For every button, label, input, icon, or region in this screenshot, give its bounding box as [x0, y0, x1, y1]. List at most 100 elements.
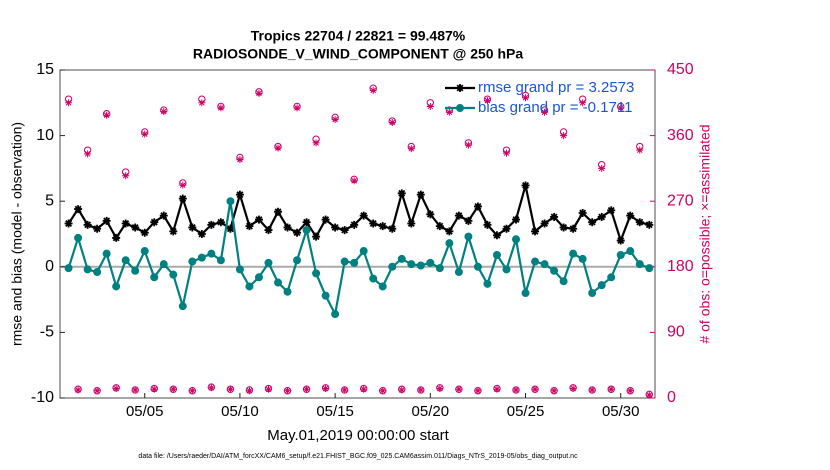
assimilated-marker — [455, 385, 463, 393]
x-tick-label: 05/05 — [126, 403, 164, 420]
assimilated-marker — [636, 146, 644, 154]
assimilated-marker — [103, 111, 111, 119]
circle-marker — [331, 310, 340, 319]
assimilated-marker — [369, 86, 377, 94]
y2-tick-label: 270 — [667, 192, 694, 209]
x-tick-label: 05/25 — [507, 403, 545, 420]
assimilated-marker — [350, 177, 358, 185]
circle-marker — [321, 291, 330, 300]
assimilated-marker — [493, 385, 501, 393]
assimilated-marker — [550, 387, 558, 395]
star-marker — [426, 210, 435, 219]
star-marker — [293, 228, 302, 237]
assimilated-marker — [483, 97, 491, 105]
assimilated-marker — [398, 386, 406, 394]
circle-marker — [197, 253, 206, 262]
assimilated-marker — [226, 385, 234, 393]
y-tick-label: 15 — [36, 61, 54, 78]
star-marker — [416, 190, 425, 199]
assimilated-marker — [65, 99, 73, 107]
circle-marker — [456, 104, 464, 112]
star-marker — [159, 211, 168, 220]
star-marker — [588, 218, 597, 227]
circle-marker — [473, 262, 482, 271]
star-marker — [626, 211, 635, 220]
assimilated-marker — [588, 386, 596, 394]
star-marker — [216, 218, 225, 227]
circle-marker — [492, 250, 501, 259]
circle-marker — [178, 302, 187, 311]
circle-marker — [531, 257, 540, 266]
circle-marker — [254, 273, 263, 282]
x-tick-label: 05/30 — [602, 403, 640, 420]
y-tick-label: -10 — [31, 389, 54, 406]
assimilated-marker — [84, 150, 92, 158]
x-tick-label: 05/10 — [221, 403, 259, 420]
assimilated-marker — [93, 387, 101, 395]
circle-marker — [274, 278, 283, 287]
star-marker — [435, 222, 444, 231]
star-marker — [464, 216, 473, 225]
star-marker — [550, 212, 559, 221]
circle-marker — [188, 257, 197, 266]
circle-marker — [359, 247, 368, 256]
circle-marker — [597, 281, 606, 290]
assimilated-marker — [379, 387, 387, 395]
star-marker — [264, 226, 273, 235]
star-marker — [597, 212, 606, 221]
star-marker — [283, 223, 292, 232]
footnote: data file: /Users/raeder/DAI/ATM_forcXX/… — [138, 453, 578, 460]
star-marker — [178, 194, 187, 203]
star-marker — [531, 227, 540, 236]
circle-marker — [169, 270, 178, 279]
circle-marker — [369, 274, 378, 283]
circle-marker — [350, 258, 359, 267]
circle-marker — [264, 258, 273, 267]
star-marker — [93, 224, 102, 233]
star-marker — [616, 236, 625, 245]
assimilated-marker — [179, 181, 187, 189]
assimilated-marker — [264, 385, 272, 393]
star-marker — [331, 223, 340, 232]
star-marker — [378, 222, 387, 231]
circle-marker — [454, 268, 463, 277]
star-marker — [121, 219, 130, 228]
star-marker — [131, 223, 140, 232]
circle-marker — [407, 260, 416, 269]
assimilated-marker — [502, 149, 510, 157]
y2-tick-label: 0 — [667, 389, 676, 406]
legend-label: rmse grand pr = 3.2573 — [478, 79, 634, 96]
assimilated-marker — [169, 385, 177, 393]
star-marker — [635, 218, 644, 227]
y2-tick-label: 450 — [667, 61, 694, 78]
assimilated-marker — [198, 99, 206, 107]
assimilated-marker — [274, 144, 282, 152]
circle-marker — [397, 254, 406, 263]
assimilated-marker — [436, 385, 444, 393]
assimilated-marker — [217, 104, 225, 112]
assimilated-marker — [112, 385, 120, 393]
assimilated-marker — [331, 116, 339, 124]
assimilated-marker — [522, 94, 530, 102]
circle-marker — [93, 268, 102, 277]
assimilated-marker — [626, 387, 634, 395]
circle-marker — [131, 266, 140, 275]
star-marker — [456, 84, 464, 92]
star-marker — [578, 209, 587, 218]
assimilated-marker — [150, 385, 158, 393]
y2-tick-label: 180 — [667, 258, 694, 275]
x-tick-label: 05/15 — [316, 403, 354, 420]
assimilated-marker — [74, 386, 82, 394]
y2-tick-label: 90 — [667, 324, 685, 341]
star-marker — [235, 190, 244, 199]
circle-marker — [512, 235, 521, 244]
assimilated-marker — [607, 385, 615, 393]
star-marker — [483, 220, 492, 229]
star-marker — [521, 181, 530, 190]
star-marker — [502, 224, 511, 233]
assimilated-marker — [617, 104, 625, 112]
y-tick-label: 10 — [36, 127, 54, 144]
circle-marker — [645, 264, 654, 273]
circle-marker — [102, 249, 111, 258]
star-marker — [274, 207, 283, 216]
